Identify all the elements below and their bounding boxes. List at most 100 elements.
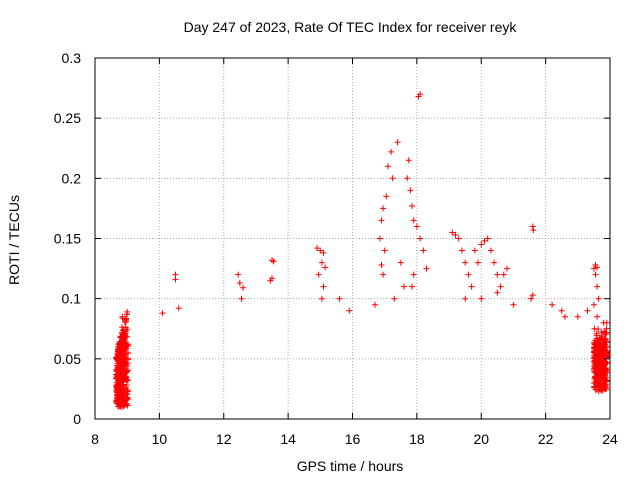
data-point (603, 377, 610, 384)
data-point (591, 325, 598, 332)
data-point (594, 283, 601, 290)
data-point (115, 349, 122, 356)
data-point (119, 356, 125, 363)
data-point (600, 336, 607, 343)
data-point (397, 259, 404, 266)
x-tick-label: 20 (473, 431, 489, 447)
data-point (478, 295, 485, 302)
data-point (595, 295, 602, 302)
x-tick-label: 16 (345, 431, 361, 447)
data-point (117, 342, 124, 349)
data-point (159, 310, 166, 317)
data-point (114, 373, 121, 380)
data-point (378, 262, 385, 268)
data-point (401, 283, 407, 290)
data-point (602, 382, 609, 389)
x-axis-label: GPS time / hours (297, 458, 404, 474)
data-point (561, 313, 568, 320)
data-point (558, 307, 565, 314)
data-point (590, 265, 597, 272)
data-point (592, 374, 599, 381)
data-point (116, 338, 123, 345)
data-point (504, 265, 510, 272)
data-point (529, 223, 536, 230)
data-point (380, 271, 387, 278)
data-point (120, 393, 127, 400)
data-point (384, 163, 391, 170)
data-point (594, 264, 601, 271)
y-tick-label: 0.05 (54, 351, 81, 367)
data-point (603, 319, 610, 326)
data-point (123, 367, 129, 374)
data-point (114, 382, 121, 389)
data-point (484, 235, 491, 242)
data-point (497, 283, 504, 290)
data-point (452, 231, 459, 238)
data-point (270, 258, 277, 265)
data-point (409, 203, 415, 209)
data-point (318, 295, 325, 302)
data-point (598, 386, 605, 393)
data-point (121, 397, 128, 404)
data-point (603, 329, 610, 336)
y-axis-label: ROTI / TECUs (6, 195, 22, 285)
data-point (404, 175, 411, 182)
data-point (405, 157, 412, 164)
data-point (549, 301, 556, 308)
data-point (236, 280, 243, 286)
data-point (113, 362, 120, 369)
data-point (122, 342, 129, 348)
data-point (394, 139, 401, 146)
data-point (389, 175, 396, 182)
data-point (584, 307, 591, 314)
data-point (346, 307, 353, 314)
data-point (123, 368, 130, 375)
data-point (596, 361, 603, 368)
data-point (594, 313, 601, 320)
data-point (118, 359, 125, 366)
data-point (113, 388, 120, 395)
data-point (530, 227, 537, 234)
data-points (113, 91, 610, 410)
data-point (267, 277, 274, 284)
data-point (388, 148, 395, 155)
data-point (592, 362, 599, 369)
data-point (592, 386, 599, 393)
data-point (529, 292, 536, 299)
chart-title: Day 247 of 2023, Rate Of TEC Index for r… (184, 19, 518, 35)
data-point (381, 247, 388, 254)
data-point (494, 289, 501, 296)
data-point (124, 308, 131, 315)
data-point (594, 369, 601, 376)
data-point (592, 271, 599, 278)
data-point (468, 283, 475, 290)
data-point (391, 295, 398, 302)
data-point (123, 315, 130, 322)
data-point (599, 332, 606, 339)
x-tick-label: 12 (216, 431, 232, 447)
x-tick-label: 24 (602, 431, 618, 447)
data-point (423, 265, 430, 272)
y-tick-label: 0.2 (62, 170, 82, 186)
data-point (315, 271, 322, 278)
data-point (320, 249, 327, 256)
data-point (420, 247, 427, 254)
data-point (465, 271, 472, 278)
data-point (314, 245, 321, 252)
data-point (462, 259, 469, 266)
data-point (124, 388, 131, 395)
x-tick-label: 10 (152, 431, 168, 447)
data-point (487, 247, 494, 254)
grid (95, 58, 610, 419)
x-tick-label: 18 (409, 431, 425, 447)
x-tick-label: 14 (280, 431, 296, 447)
data-point (462, 295, 469, 302)
data-point (317, 247, 324, 254)
data-point (383, 193, 390, 200)
data-point (593, 355, 600, 362)
data-point (602, 367, 609, 374)
data-point (410, 271, 417, 278)
data-point (372, 301, 378, 308)
data-point (413, 223, 420, 230)
data-point (120, 340, 127, 347)
